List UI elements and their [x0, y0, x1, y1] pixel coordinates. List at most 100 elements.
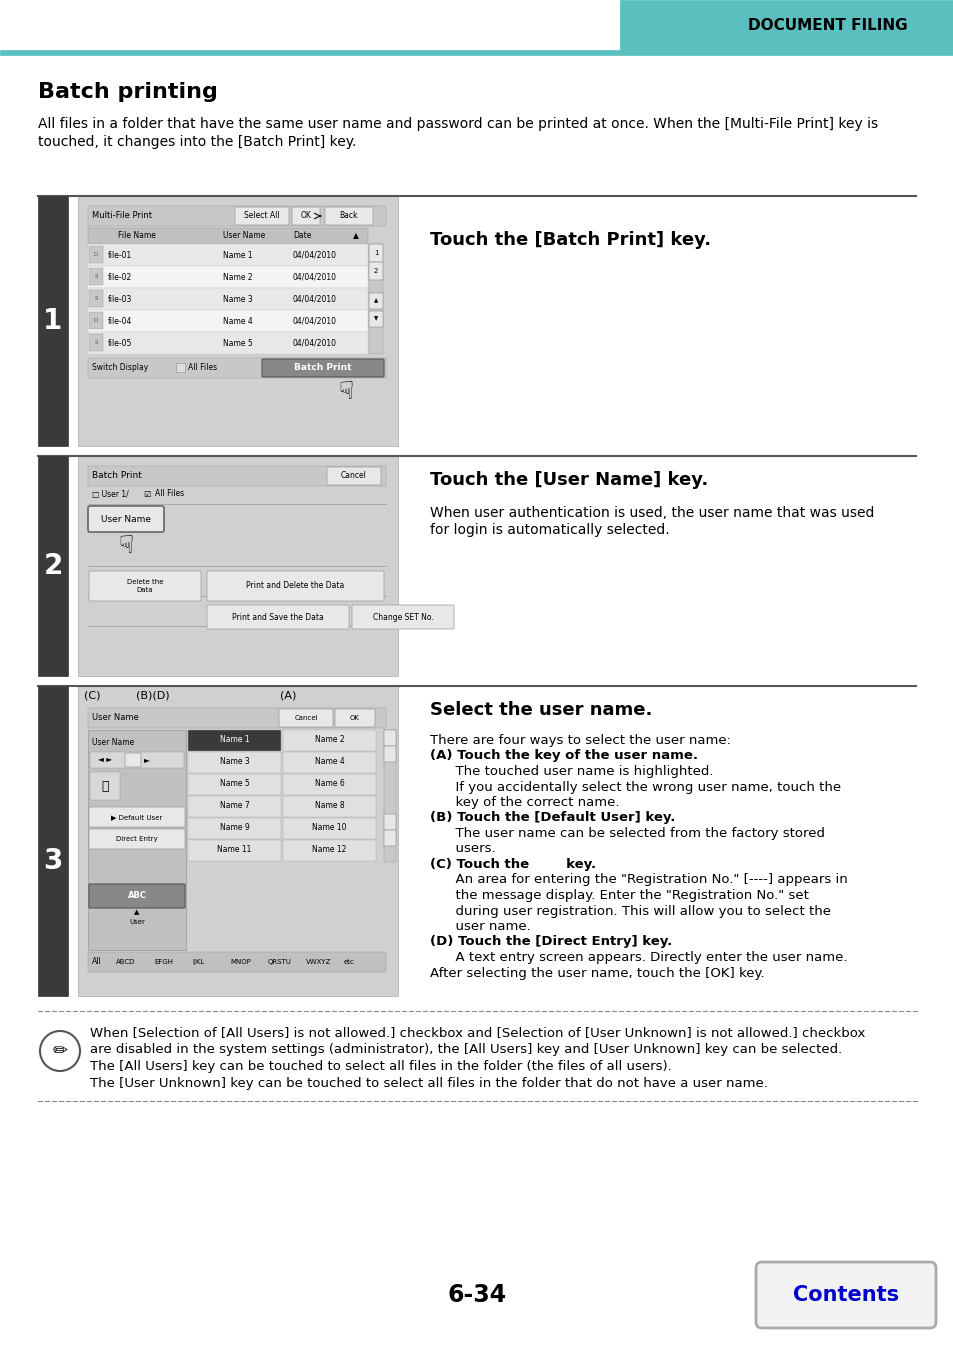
FancyBboxPatch shape	[384, 814, 395, 830]
Text: MNOP: MNOP	[230, 958, 251, 965]
Text: S: S	[94, 296, 97, 301]
FancyBboxPatch shape	[755, 1262, 935, 1328]
Text: Name 3: Name 3	[223, 294, 253, 304]
Text: ABC: ABC	[128, 891, 147, 900]
Bar	[0, 50, 953, 55]
Bar	[188, 774, 281, 795]
Text: D: D	[93, 251, 98, 256]
Text: User: User	[129, 919, 145, 925]
Text: Name 1: Name 1	[223, 251, 253, 259]
Text: After selecting the user name, touch the [OK] key.: After selecting the user name, touch the…	[430, 967, 763, 980]
Bar	[283, 840, 375, 861]
Text: The user name can be selected from the factory stored: The user name can be selected from the f…	[430, 828, 824, 840]
Text: The touched user name is highlighted.: The touched user name is highlighted.	[430, 765, 713, 778]
Text: ▶ Default User: ▶ Default User	[112, 814, 162, 819]
Text: If you accidentally select the wrong user name, touch the: If you accidentally select the wrong use…	[430, 780, 841, 794]
Text: ▲: ▲	[353, 231, 358, 240]
Text: S: S	[94, 274, 97, 278]
Text: file-01: file-01	[108, 251, 132, 259]
Text: OK: OK	[350, 716, 359, 721]
Text: (C): (C)	[84, 690, 100, 701]
Bar	[88, 358, 386, 378]
Bar	[384, 730, 395, 863]
Text: Name 4: Name 4	[223, 316, 253, 325]
Text: ►: ►	[144, 756, 150, 764]
Text: When [Selection of [All Users] is not allowed.] checkbox and [Selection of [User: When [Selection of [All Users] is not al…	[90, 1026, 864, 1040]
Text: EFGH: EFGH	[153, 958, 172, 965]
Bar	[89, 290, 103, 306]
Text: VWXYZ: VWXYZ	[306, 958, 331, 965]
Text: 2: 2	[374, 269, 377, 274]
Text: OK: OK	[300, 212, 311, 220]
Text: Name 2: Name 2	[314, 736, 344, 744]
Text: All: All	[91, 957, 102, 967]
Text: The [All Users] key can be touched to select all files in the folder (the files : The [All Users] key can be touched to se…	[90, 1060, 671, 1073]
Text: Cancel: Cancel	[341, 471, 367, 481]
Text: Name 11: Name 11	[217, 845, 252, 855]
Text: Batch Print: Batch Print	[91, 471, 142, 481]
FancyBboxPatch shape	[89, 829, 185, 849]
Text: (A): (A)	[280, 690, 296, 701]
Bar	[90, 772, 120, 801]
Text: 04/04/2010: 04/04/2010	[293, 339, 336, 347]
Text: Switch Display: Switch Display	[91, 363, 148, 373]
Text: Name 6: Name 6	[314, 779, 344, 788]
Text: ✏: ✏	[52, 1042, 68, 1060]
Text: All files in a folder that have the same user name and password can be printed a: All files in a folder that have the same…	[38, 117, 877, 131]
Bar	[88, 244, 368, 266]
Bar	[89, 312, 103, 329]
FancyBboxPatch shape	[384, 747, 395, 761]
FancyBboxPatch shape	[89, 884, 185, 909]
Text: (B)(D): (B)(D)	[136, 690, 170, 701]
FancyBboxPatch shape	[369, 262, 382, 279]
Text: ▲: ▲	[388, 819, 392, 825]
Bar	[88, 266, 368, 288]
Text: Date: Date	[293, 231, 311, 240]
Bar	[38, 196, 68, 446]
Text: 1: 1	[374, 250, 377, 256]
Bar	[88, 310, 368, 332]
Bar	[88, 952, 386, 972]
FancyBboxPatch shape	[327, 467, 380, 485]
Text: Name 5: Name 5	[219, 779, 249, 788]
Bar	[38, 686, 68, 996]
Text: An area for entering the "Registration No." [----] appears in: An area for entering the "Registration N…	[430, 873, 847, 887]
Text: 6-34: 6-34	[447, 1282, 506, 1307]
Text: user name.: user name.	[430, 919, 530, 933]
Bar	[78, 686, 397, 996]
FancyBboxPatch shape	[88, 506, 164, 532]
Text: A text entry screen appears. Directly enter the user name.: A text entry screen appears. Directly en…	[430, 950, 846, 964]
Bar	[283, 774, 375, 795]
Bar	[88, 466, 386, 486]
FancyBboxPatch shape	[369, 293, 382, 309]
Text: ☟: ☟	[338, 379, 354, 404]
Text: QRSTU: QRSTU	[268, 958, 292, 965]
Text: User Name: User Name	[91, 714, 138, 722]
Bar	[88, 228, 368, 244]
Text: Name 10: Name 10	[312, 824, 346, 833]
Text: file-04: file-04	[108, 316, 132, 325]
Text: ▼: ▼	[374, 316, 377, 321]
Text: Print and Delete the Data: Print and Delete the Data	[246, 582, 344, 590]
FancyBboxPatch shape	[369, 244, 382, 262]
Text: Multi-File Print: Multi-File Print	[91, 212, 152, 220]
Text: 1: 1	[388, 736, 392, 741]
Text: for login is automatically selected.: for login is automatically selected.	[430, 522, 669, 537]
Text: file-03: file-03	[108, 294, 132, 304]
Bar	[89, 246, 103, 263]
Text: Name 1: Name 1	[219, 736, 249, 744]
Bar	[175, 363, 185, 373]
Text: □ User 1/: □ User 1/	[91, 490, 131, 498]
Text: ▼: ▼	[388, 836, 392, 841]
Text: Name 7: Name 7	[219, 802, 249, 810]
Text: 1: 1	[43, 306, 63, 335]
Text: S: S	[94, 339, 97, 344]
Text: ▲: ▲	[134, 909, 139, 915]
FancyBboxPatch shape	[325, 207, 373, 225]
Text: Contents: Contents	[792, 1285, 898, 1305]
Text: Back: Back	[339, 212, 358, 220]
Bar	[283, 796, 375, 817]
Text: Print and Save the Data: Print and Save the Data	[232, 613, 323, 621]
Text: Name 12: Name 12	[312, 845, 346, 855]
Text: key of the correct name.: key of the correct name.	[430, 796, 618, 809]
